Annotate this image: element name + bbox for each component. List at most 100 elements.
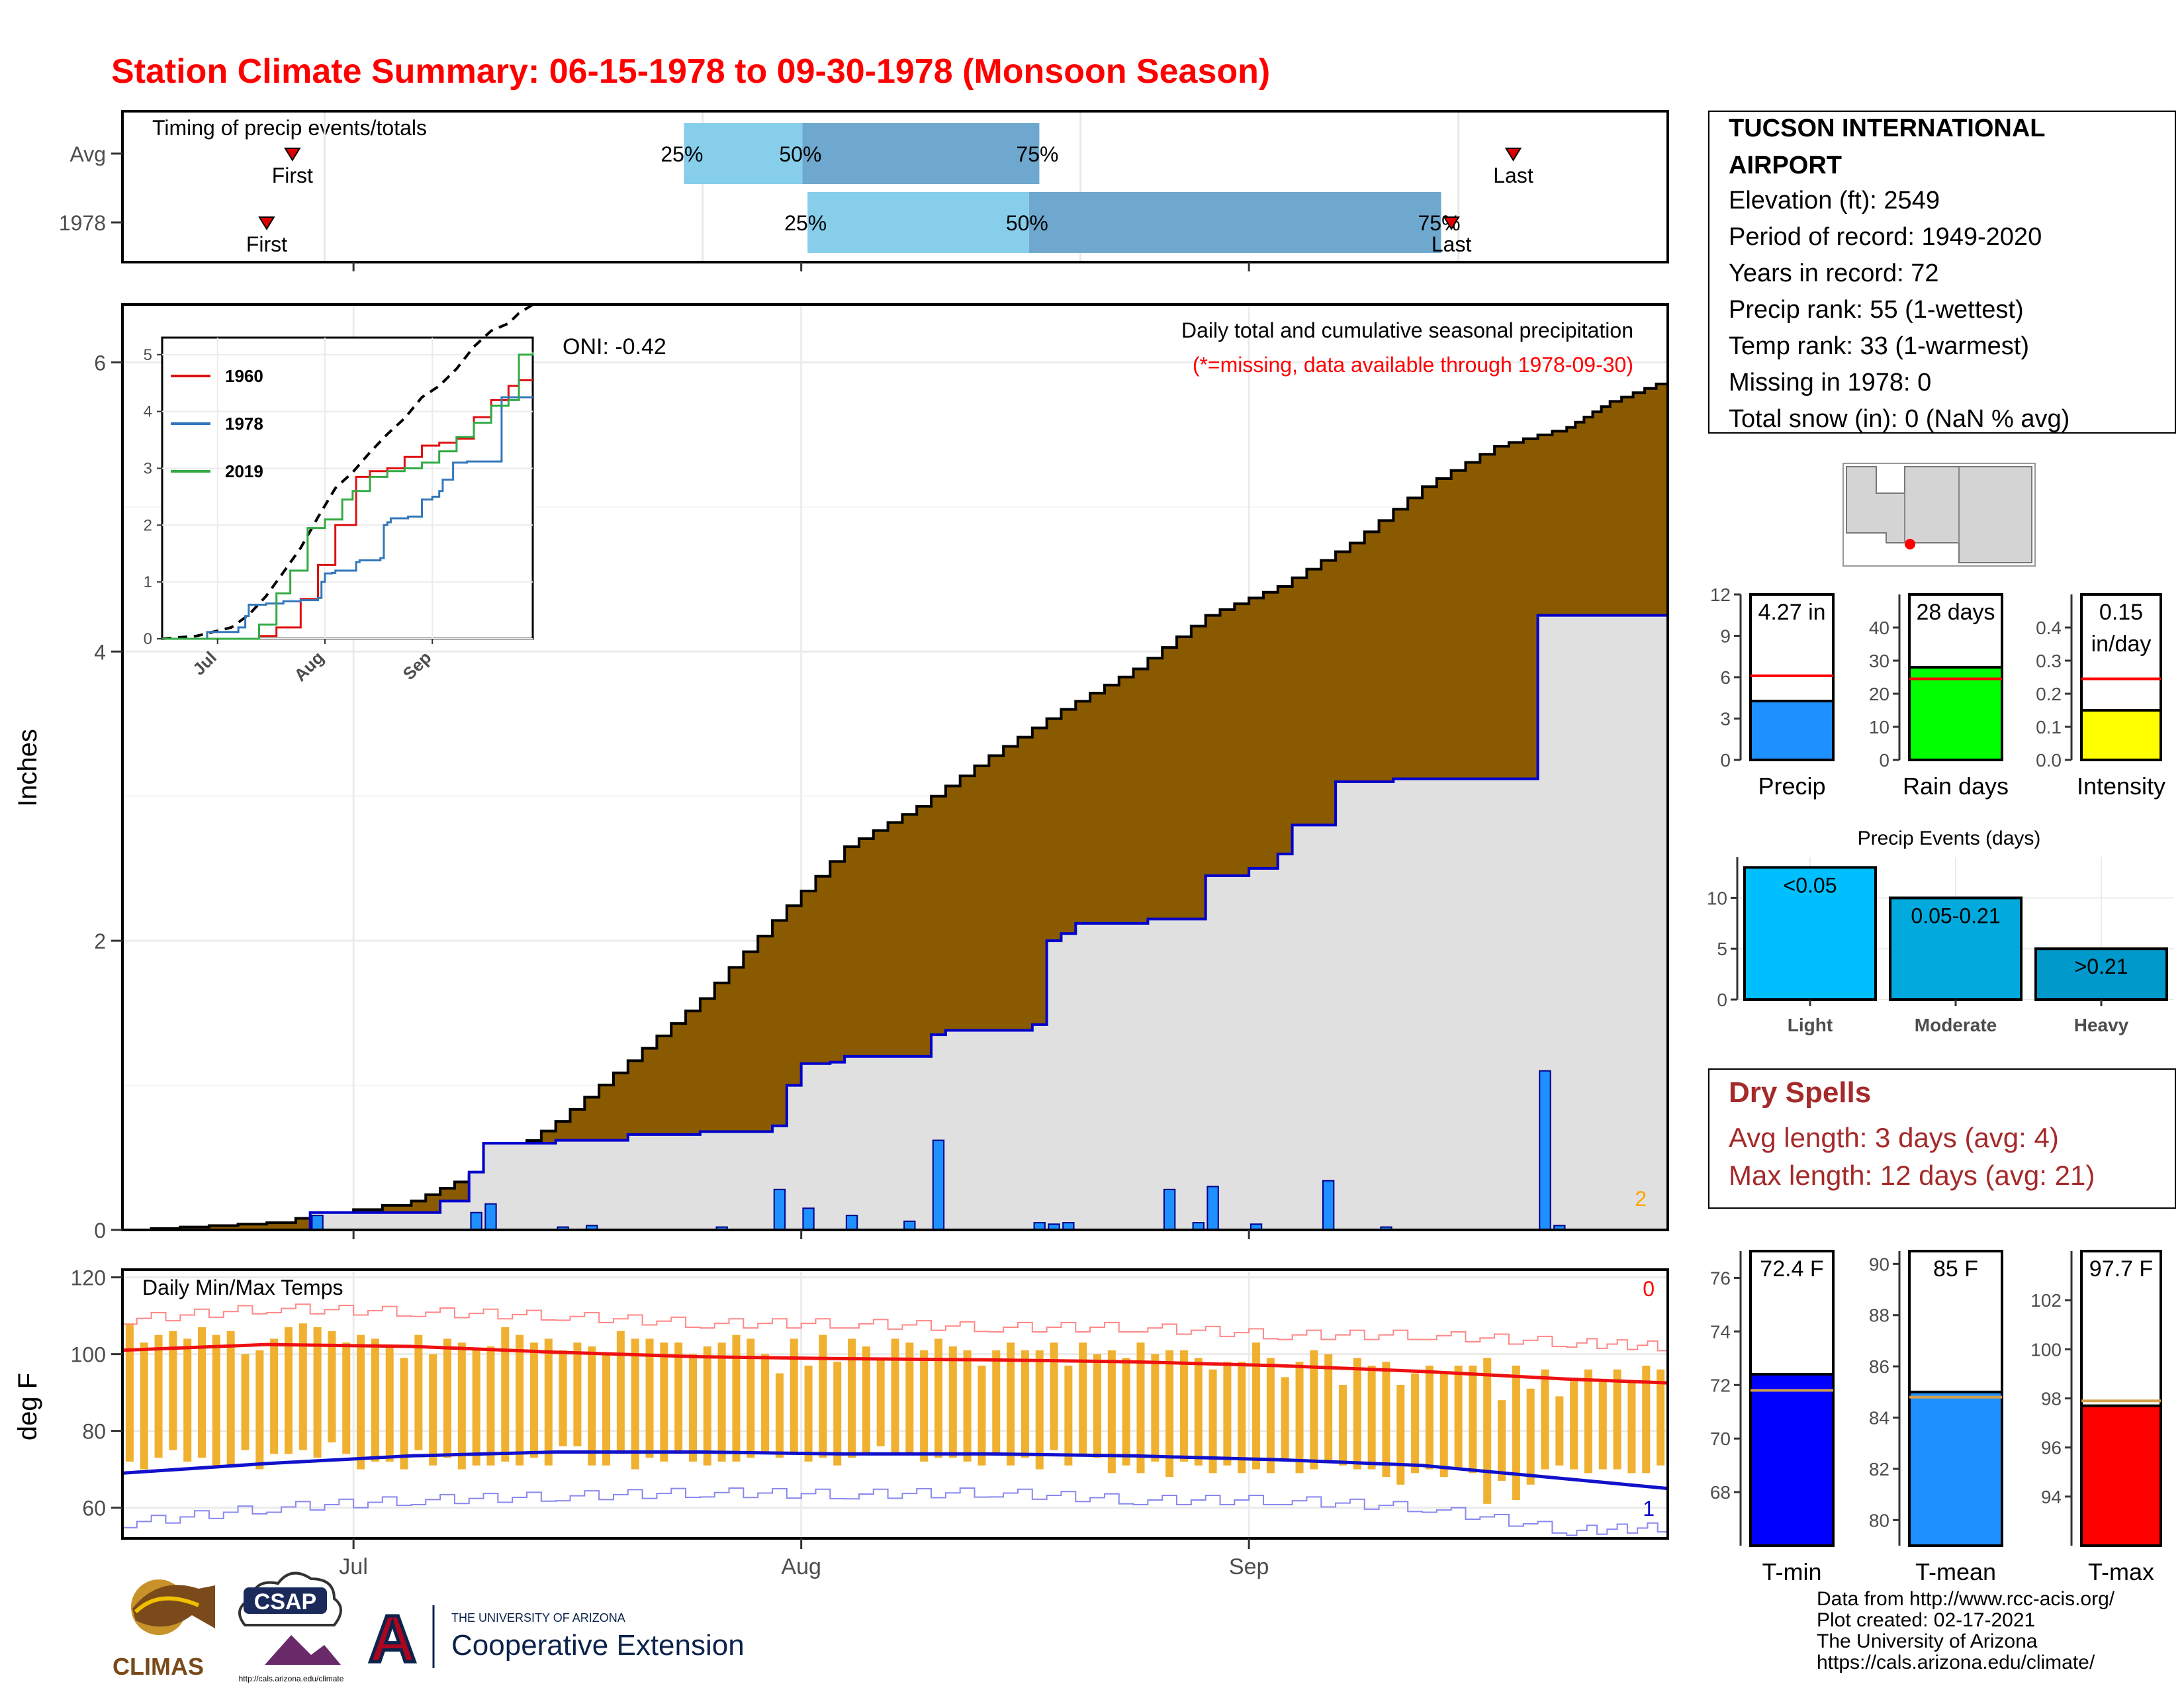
daily-temp-bar bbox=[1007, 1342, 1015, 1466]
dry-spells-box: Dry Spells Avg length: 3 days (avg: 4) M… bbox=[1708, 1068, 2176, 1209]
inset-y-tick-label: 3 bbox=[144, 459, 152, 477]
daily-temp-bar bbox=[1657, 1369, 1665, 1466]
mini-bar-category-label: T-min bbox=[1762, 1558, 1822, 1585]
events-y-tick-label: 0 bbox=[1717, 990, 1727, 1010]
ua-cooperative-extension-logo: A THE UNIVERSITY OF ARIZONA Cooperative … bbox=[363, 1601, 745, 1678]
timing-last-label: Last bbox=[1432, 232, 1472, 256]
daily-temp-bar bbox=[284, 1327, 293, 1454]
daily-temp-bar bbox=[862, 1346, 870, 1454]
timing-p75-label: 75% bbox=[1016, 142, 1058, 166]
daily-temp-bar bbox=[212, 1335, 220, 1466]
mini-y-tick-label: 0.2 bbox=[2036, 684, 2062, 704]
events-y-tick-label: 10 bbox=[1707, 888, 1727, 908]
precip-panel: 0 2 4 6 Inches Daily total and cumulative s… bbox=[13, 303, 1669, 1243]
temp-y-tick-label: 100 bbox=[71, 1343, 106, 1367]
daily-temp-bar bbox=[948, 1346, 957, 1458]
daily-temp-bar bbox=[429, 1354, 437, 1466]
daily-temp-bar bbox=[775, 1373, 784, 1458]
inset-y-tick-label: 2 bbox=[144, 516, 152, 534]
locator-map-region bbox=[1846, 466, 2032, 563]
daily-temp-bar bbox=[1093, 1354, 1102, 1458]
precip-y-axis-label: Inches bbox=[13, 729, 42, 807]
station-precip-rank: Precip rank: 55 (1-wettest) bbox=[1729, 296, 2024, 324]
events-bar-label: <0.05 bbox=[1784, 873, 1837, 897]
figure-title: Station Climate Summary: 06-15-1978 to 0… bbox=[111, 52, 1270, 91]
locator-map-state-border bbox=[1904, 467, 1960, 543]
timing-first-label: First bbox=[272, 164, 313, 187]
daily-temp-bar bbox=[761, 1354, 770, 1454]
mini-bar-value-label: 72.4 F bbox=[1760, 1256, 1823, 1282]
climas-logo-text: CLIMAS bbox=[113, 1653, 204, 1680]
daily-temp-bar bbox=[963, 1350, 972, 1462]
temp-y-tick-label: 120 bbox=[71, 1266, 106, 1290]
events-x-tick-label: Heavy bbox=[2074, 1015, 2129, 1035]
timing-last-label: Last bbox=[1493, 164, 1533, 187]
precip-y-tick-label: 4 bbox=[94, 640, 106, 664]
mini-bar-category-label: Precip bbox=[1758, 773, 1825, 800]
daily-temp-bar bbox=[1064, 1366, 1073, 1466]
footer-url: https://cals.arizona.edu/climate/ bbox=[1817, 1652, 2095, 1673]
record-min-line bbox=[122, 1487, 1668, 1536]
mini-y-tick-label: 72 bbox=[1710, 1375, 1731, 1395]
daily-temp-bar bbox=[1165, 1350, 1174, 1477]
daily-temp-bar bbox=[688, 1354, 697, 1462]
mini-bar-category-label: Intensity bbox=[2077, 773, 2165, 800]
inset-average-dashed-line bbox=[161, 303, 534, 640]
mini-bar-value bbox=[2080, 1404, 2162, 1547]
daily-temp-bar bbox=[1151, 1354, 1160, 1462]
daily-temp-bar bbox=[1498, 1400, 1506, 1481]
ua-logo-mark-bg bbox=[363, 1605, 422, 1665]
daily-temp-bar bbox=[1425, 1366, 1433, 1470]
timing-p50-label: 50% bbox=[1006, 211, 1048, 235]
mini-y-tick-label: 0.1 bbox=[2036, 717, 2062, 737]
mini-y-tick-label: 94 bbox=[2041, 1487, 2062, 1507]
daily-temp-bar bbox=[1208, 1369, 1217, 1474]
mini-bar-value-label: 4.27 in bbox=[1758, 600, 1825, 625]
daily-temp-bar bbox=[747, 1338, 755, 1458]
daily-temp-bar bbox=[1238, 1362, 1246, 1474]
mini-bar-value bbox=[1908, 1390, 2003, 1548]
mini-y-tick-label: 0.0 bbox=[2036, 750, 2062, 771]
precip-corner-note: 2 bbox=[1635, 1187, 1647, 1211]
daily-temp-bar bbox=[1338, 1385, 1347, 1466]
daily-temp-bar bbox=[516, 1335, 524, 1466]
daily-temp-bar bbox=[255, 1350, 264, 1470]
daily-temp-bar bbox=[1295, 1362, 1304, 1474]
footer-org: The University of Arizona bbox=[1817, 1630, 2038, 1652]
daily-temp-bar bbox=[241, 1354, 250, 1450]
daily-temp-bar bbox=[443, 1338, 452, 1458]
mini-y-tick-label: 0.4 bbox=[2036, 618, 2062, 638]
precip-y-ticks: 0 2 4 6 bbox=[94, 351, 122, 1243]
station-years: Years in record: 72 bbox=[1729, 259, 1939, 287]
avg-min-line bbox=[122, 1450, 1668, 1491]
daily-temp-bar bbox=[703, 1346, 711, 1466]
daily-temp-bar bbox=[313, 1327, 322, 1458]
station-location-marker bbox=[1905, 539, 1915, 549]
station-temp-rank: Temp rank: 33 (1-warmest) bbox=[1729, 332, 2029, 360]
mini-y-tick-label: 68 bbox=[1710, 1482, 1731, 1503]
events-bar bbox=[1889, 896, 2023, 1002]
timing-row-label: 1978 bbox=[59, 211, 106, 235]
csap-logo: CSAP http://cals.arizona.edu/climate bbox=[238, 1571, 344, 1683]
month-x-tick-label: Jul bbox=[339, 1554, 367, 1579]
daily-precip-bar bbox=[773, 1188, 786, 1231]
daily-temp-bar bbox=[1642, 1366, 1651, 1474]
daily-precip-bar bbox=[1206, 1186, 1219, 1231]
summary-precip-bars: 0 3 6 9 12 4.27 in Precip 0 10 20 30 40 28 days Rain … bbox=[1710, 585, 2165, 800]
daily-temp-bar bbox=[169, 1331, 177, 1450]
daily-temp-bar bbox=[486, 1346, 495, 1466]
daily-temp-bar bbox=[1194, 1358, 1203, 1466]
daily-temp-bar bbox=[371, 1338, 379, 1462]
daily-temp-bar bbox=[631, 1338, 639, 1470]
daily-temp-bar bbox=[226, 1331, 235, 1466]
station-name-line1: TUCSON INTERNATIONAL bbox=[1729, 115, 2046, 142]
precip-y-tick-label: 2 bbox=[94, 929, 106, 953]
record-max-line bbox=[122, 1303, 1668, 1352]
daily-temp-bar bbox=[1469, 1366, 1477, 1474]
daily-temp-bar bbox=[876, 1358, 885, 1446]
temp-y-axis-label: deg F bbox=[13, 1373, 42, 1440]
daily-temp-bar bbox=[833, 1362, 842, 1466]
daily-temp-bar bbox=[1541, 1369, 1549, 1470]
inset-y-tick-label: 0 bbox=[144, 630, 152, 648]
